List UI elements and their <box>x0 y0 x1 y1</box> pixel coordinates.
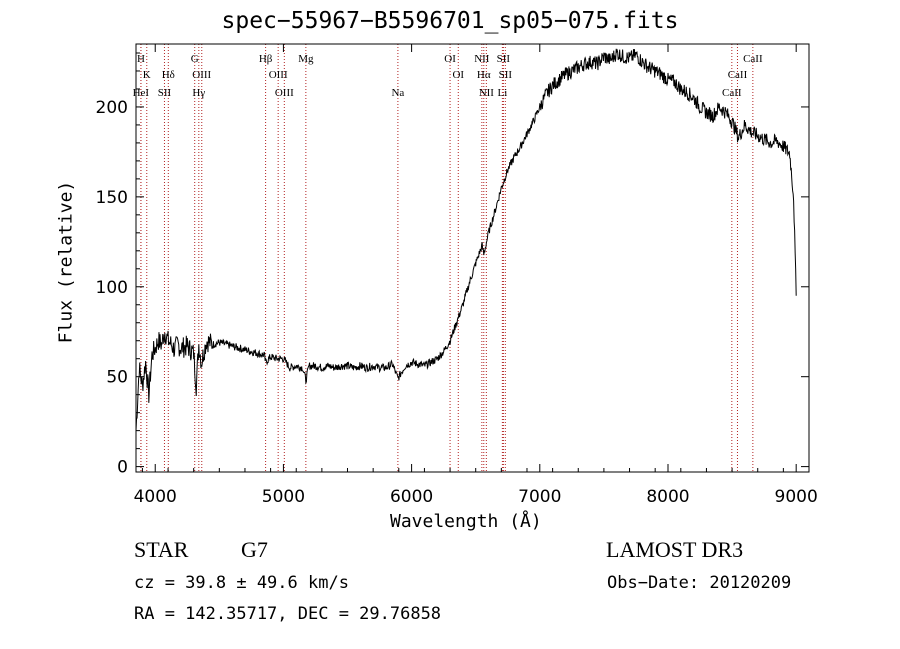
line-label-17: NII <box>479 87 495 99</box>
ra-dec: RA = 142.35717, DEC = 29.76858 <box>134 604 442 624</box>
line-label-19: SII <box>499 69 513 81</box>
x-tick-label-1: 5000 <box>262 487 305 507</box>
chart-title: spec−55967−B5596701_sp05−075.fits <box>221 8 679 34</box>
line-label-9: OIII <box>269 69 288 81</box>
y-axis-label: Flux (relative) <box>55 180 77 344</box>
x-tick-label-5: 9000 <box>775 487 818 507</box>
line-label-12: Na <box>391 87 404 99</box>
line-label-21: CaII <box>722 87 742 99</box>
y-tick-label-3: 150 <box>96 188 128 208</box>
x-axis-label: Wavelength (Å) <box>390 511 542 532</box>
x-tick-label-2: 6000 <box>390 487 433 507</box>
line-label-20: Li <box>497 87 507 99</box>
x-tick-label-3: 7000 <box>518 487 561 507</box>
object-subclass: G7 <box>241 537 268 562</box>
line-label-15: NII <box>474 53 490 65</box>
line-label-4: Hδ <box>162 69 175 81</box>
line-label-22: CaII <box>728 69 748 81</box>
line-label-23: CaII <box>743 53 763 65</box>
line-label-5: G <box>191 53 199 65</box>
y-tick-label-0: 0 <box>117 458 128 478</box>
line-label-16: Hα <box>477 69 491 81</box>
survey-name: LAMOST DR3 <box>606 537 744 562</box>
y-tick-label-2: 100 <box>96 278 128 298</box>
redshift-cz: cz = 39.8 ± 49.6 km/s <box>134 573 349 593</box>
line-label-11: Mg <box>298 53 314 65</box>
plot-frame <box>135 43 810 473</box>
x-tick-label-4: 8000 <box>646 487 689 507</box>
y-tick-label-1: 50 <box>106 368 128 388</box>
line-label-14: OI <box>452 69 464 81</box>
line-label-6: Hγ <box>192 87 205 99</box>
y-tick-label-4: 200 <box>96 98 128 118</box>
line-label-7: OIII <box>192 69 211 81</box>
line-label-2: HeI <box>133 87 150 99</box>
line-label-1: K <box>143 69 151 81</box>
line-label-3: SII <box>158 87 172 99</box>
axes-layer: 4000 5000 6000 7000 8000 9000 0 50 100 150 200 <box>96 44 818 507</box>
line-labels-layer: HK HeI SII Hδ G Hγ OIII Hβ OIII OIII Mg Na OI OI NII Hα… <box>133 53 763 99</box>
object-class: STAR <box>134 537 189 562</box>
x-tick-label-0: 4000 <box>134 487 177 507</box>
series-layer <box>135 48 797 431</box>
series-spectrum <box>135 48 797 431</box>
observation-date: Obs−Date: 20120209 <box>607 573 792 593</box>
line-label-13: OI <box>444 53 456 65</box>
line-label-8: Hβ <box>259 53 273 65</box>
line-label-10: OIII <box>275 87 294 99</box>
line-label-0: H <box>137 53 145 65</box>
line-markers-layer <box>140 44 754 472</box>
line-label-18: SII <box>497 53 511 65</box>
